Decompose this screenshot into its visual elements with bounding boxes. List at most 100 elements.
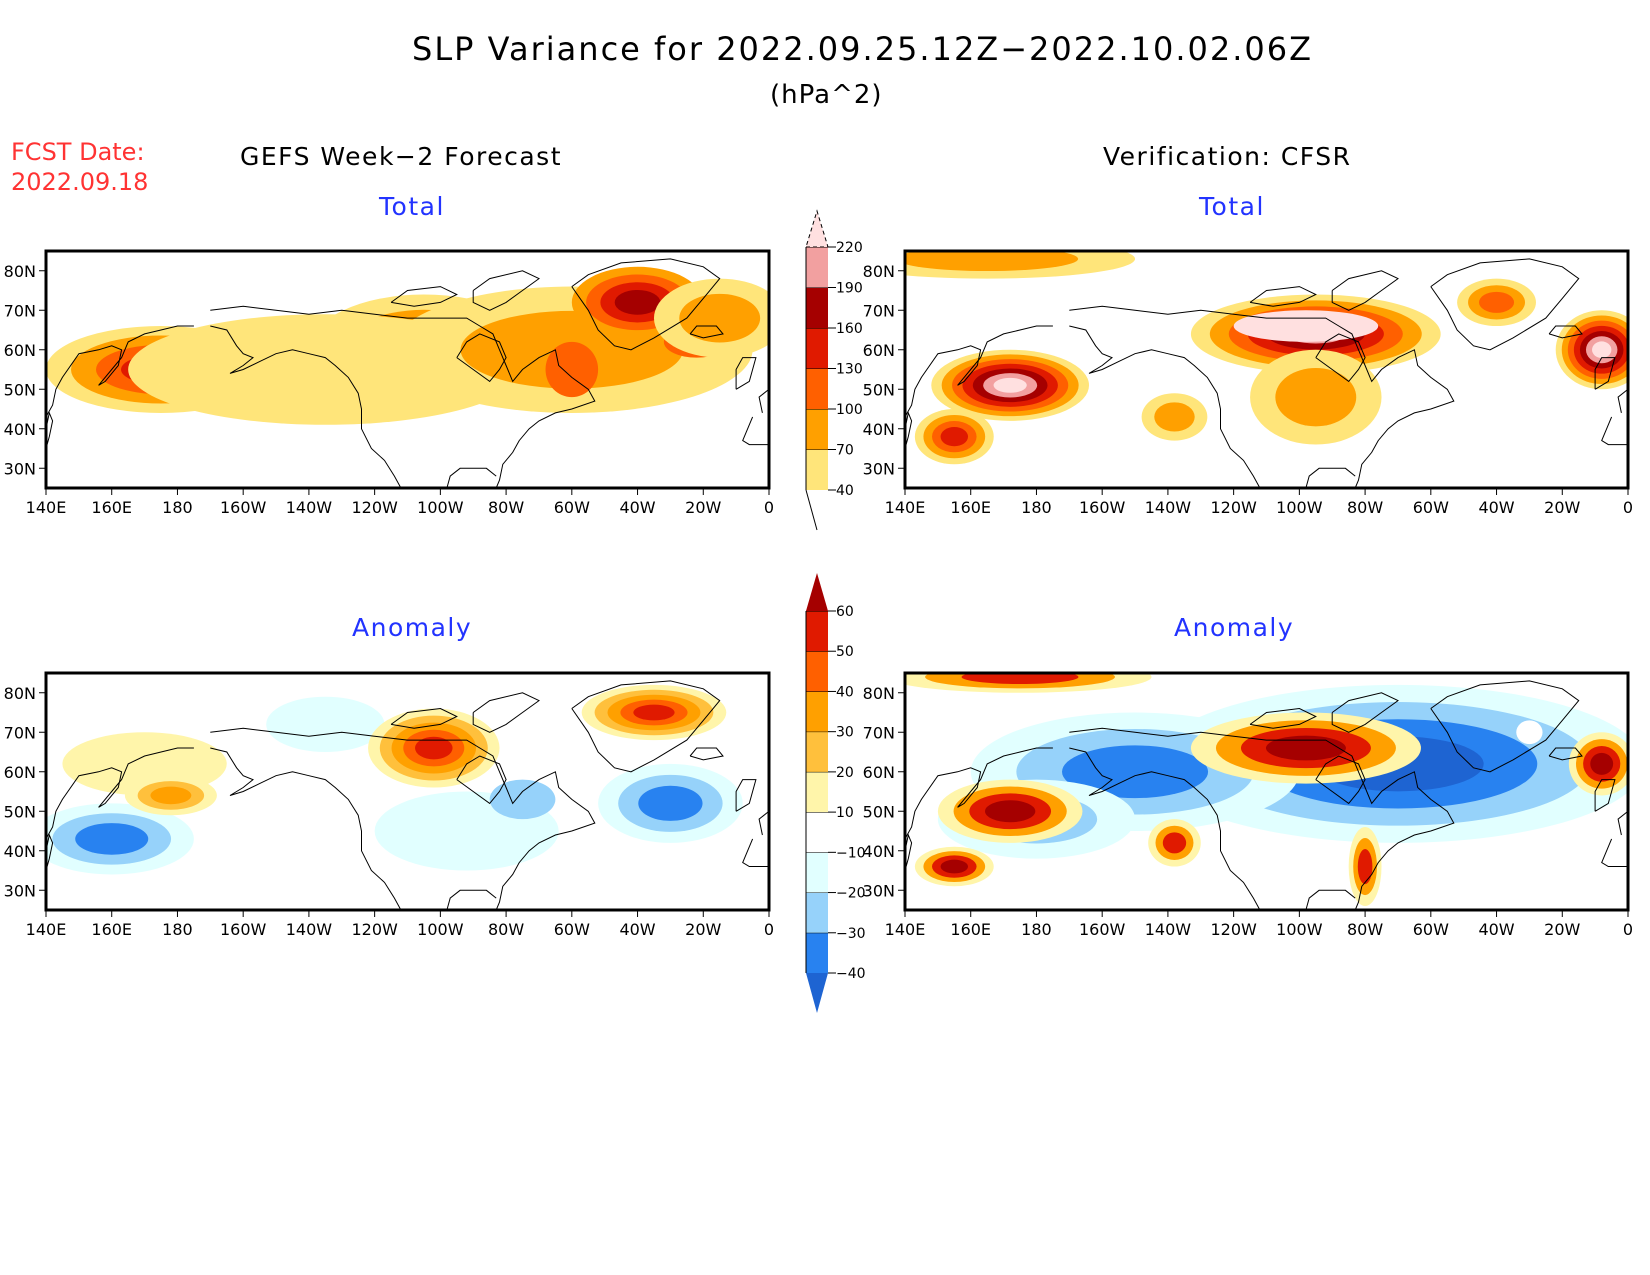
y-tick-label: 50N [863,802,895,821]
coastline [46,411,54,449]
x-tick-label: 180 [1021,920,1052,939]
x-tick-label: 140E [885,498,926,517]
anomaly-colorbar-swatch [806,691,828,732]
cfsr-anomaly-contour-1-2 [1062,745,1209,799]
x-tick-label: 60W [1413,498,1449,517]
x-tick-label: 120W [1210,920,1257,939]
gefs-total-contour-6-0 [545,341,599,398]
x-tick-label: 180 [162,498,193,517]
anomaly-colorbar-label: 30 [836,725,854,741]
anomaly-colorbar-label: −30 [836,926,866,942]
total-colorbar-min-arrow [805,489,818,531]
coastline [472,692,540,733]
coastline [758,810,769,836]
coastline [1069,325,1261,488]
x-tick-label: 140W [286,920,333,939]
coastline [210,727,596,910]
y-tick-label: 80N [4,262,36,281]
gefs-total-frame [44,249,771,490]
y-tick-label: 40N [4,842,36,861]
x-tick-label: 100W [417,920,464,939]
coastline [472,270,540,311]
cfsr-total-contour-0-6 [993,377,1027,393]
anomaly-colorbar-label: −40 [836,966,866,982]
coastline [735,357,757,390]
coastline [1069,305,1455,488]
cfsr-anomaly-contour-10-0 [1516,720,1543,745]
anomaly-colorbar-label: −10 [836,845,866,861]
anomaly-colorbar: −40 −30 −20 −10 10 20 30 40 50 60 [805,573,866,1013]
x-tick-label: 120W [351,920,398,939]
fcst-label: FCST Date: [11,138,145,166]
x-tick-label: 140E [26,498,67,517]
anomaly-colorbar-swatch [806,651,828,692]
gefs-anomaly-panel: 140E 160E 180 160W 140W 120W 100W 80W 60W 40W 20W 0… [4,671,774,939]
anomaly-colorbar-label: −20 [836,886,866,902]
x-tick-label: 140W [1145,498,1192,517]
gefs-anomaly-field [46,673,769,910]
anomaly-colorbar-label: 60 [836,604,854,620]
coastline [210,305,596,488]
total-colorbar-label: 190 [836,281,863,297]
total-colorbar-swatch [806,368,828,409]
cfsr-anomaly-title: Anomaly [1174,613,1295,642]
coastline [571,258,721,351]
coastline [1617,810,1628,836]
anomaly-colorbar-swatch [806,932,828,973]
total-colorbar-swatch [806,409,828,450]
y-tick-label: 40N [863,420,895,439]
cfsr-total-contour-6-2 [1479,291,1515,313]
coastline [905,833,913,871]
cfsr-total-contour-7-6 [1592,341,1612,359]
figure-title: SLP Variance for 2022.09.25.12Z−2022.10.… [412,30,1314,68]
y-tick-label: 40N [863,842,895,861]
x-tick-label: 140E [885,920,926,939]
x-tick-label: 40W [1478,920,1514,939]
coastline [1430,680,1580,773]
x-tick-label: 160E [91,920,132,939]
fcst-date-label: FCST Date: 2022.09.18 [11,137,148,197]
coastline [1594,779,1616,812]
gefs-anomaly-contour-4-4 [415,736,453,760]
total-colorbar-label: 160 [836,321,863,337]
anomaly-colorbar-min-arrow [806,973,828,1013]
y-tick-label: 40N [4,420,36,439]
coastline [742,838,769,867]
gefs-anomaly-contour-2-2 [150,786,192,805]
anomaly-colorbar-label: 40 [836,684,854,700]
x-tick-label: 0 [764,498,774,517]
y-tick-label: 30N [4,881,36,900]
x-tick-label: 20W [685,920,721,939]
gefs-anomaly-contour-3-0 [266,696,385,752]
anomaly-colorbar-swatch [806,812,828,853]
x-tick-label: 60W [554,498,590,517]
coastline [46,747,194,840]
y-tick-label: 70N [863,301,895,320]
y-tick-label: 60N [4,763,36,782]
coastline [905,325,1053,418]
coastline [1430,258,1580,351]
gefs-column-title: GEFS Week−2 Forecast [240,142,563,171]
coastline [1249,286,1317,307]
x-tick-label: 20W [1544,920,1580,939]
coastline [905,747,1053,840]
coastline [1315,755,1366,805]
x-tick-label: 160W [1079,920,1126,939]
y-tick-label: 30N [4,459,36,478]
y-tick-label: 70N [863,723,895,742]
cfsr-anomaly-contour-3-3 [985,800,1036,823]
coastline [1601,838,1628,867]
x-tick-label: 80W [1347,920,1383,939]
cfsr-anomaly-panel: 140E 160E 180 160W 140W 120W 100W 80W 60W 40W 20W 0… [863,671,1633,939]
anomaly-colorbar-label: 20 [836,765,854,781]
gefs-anomaly-contour-0-2 [75,823,149,855]
x-tick-label: 100W [1276,920,1323,939]
x-tick-label: 60W [1413,920,1449,939]
cfsr-anomaly-field [905,673,1628,910]
gefs-anomaly-contour-8-0 [489,779,556,820]
cfsr-total-title: Total [1199,192,1265,221]
coastline [210,325,402,488]
y-tick-label: 30N [863,459,895,478]
cfsr-total-coastlines [905,258,1628,488]
y-tick-label: 30N [863,881,895,900]
